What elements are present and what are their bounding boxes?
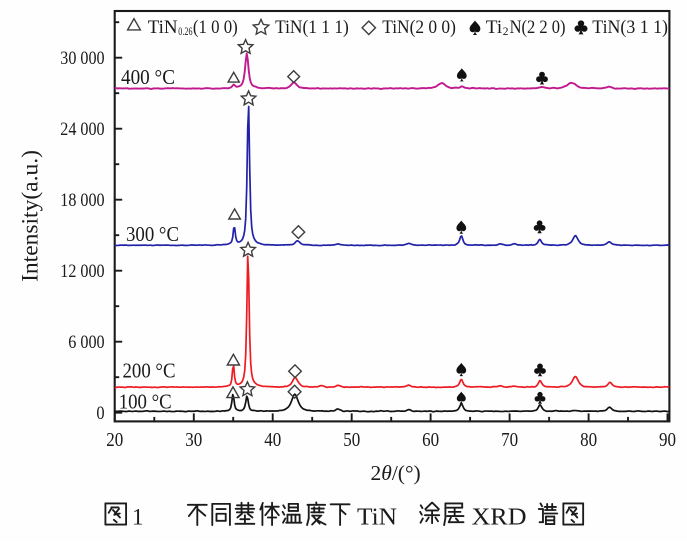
svg-text:Intensity(a.u.): Intensity(a.u.) bbox=[18, 150, 44, 282]
svg-text:300 °C: 300 °C bbox=[126, 222, 179, 246]
svg-text:Ti: Ti bbox=[486, 17, 502, 38]
svg-text:TiN(3 1 1): TiN(3 1 1) bbox=[592, 17, 668, 38]
svg-text:20: 20 bbox=[106, 430, 123, 451]
svg-text:0: 0 bbox=[96, 403, 104, 424]
svg-text:40: 40 bbox=[264, 430, 281, 451]
svg-text:100 °C: 100 °C bbox=[119, 390, 172, 414]
svg-text:2: 2 bbox=[503, 26, 509, 38]
svg-text:TiN: TiN bbox=[148, 17, 178, 38]
svg-text:30 000: 30 000 bbox=[60, 48, 104, 69]
svg-text:80: 80 bbox=[580, 430, 597, 451]
svg-text:60: 60 bbox=[422, 430, 439, 451]
svg-text:0.26: 0.26 bbox=[178, 26, 192, 38]
svg-text:N(2 2 0): N(2 2 0) bbox=[510, 17, 566, 38]
svg-text:TiN(1 1 1): TiN(1 1 1) bbox=[275, 17, 349, 38]
svg-text:TiN(2 0 0): TiN(2 0 0) bbox=[382, 17, 456, 38]
svg-text:90: 90 bbox=[659, 430, 676, 451]
svg-text:TiN: TiN bbox=[357, 505, 397, 531]
svg-text:24 000: 24 000 bbox=[60, 119, 104, 140]
svg-text:50: 50 bbox=[343, 430, 360, 451]
svg-text:XRD: XRD bbox=[472, 505, 527, 531]
svg-text:(1 0 0): (1 0 0) bbox=[193, 17, 238, 38]
svg-text:18 000: 18 000 bbox=[60, 190, 104, 211]
svg-text:2θ/(°): 2θ/(°) bbox=[371, 461, 421, 485]
svg-text:70: 70 bbox=[501, 430, 518, 451]
svg-text:6 000: 6 000 bbox=[68, 332, 104, 353]
svg-text:400 °C: 400 °C bbox=[121, 65, 175, 89]
svg-text:12 000: 12 000 bbox=[60, 261, 104, 282]
svg-text:30: 30 bbox=[185, 430, 202, 451]
svg-text:1: 1 bbox=[132, 505, 144, 530]
svg-text:200 °C: 200 °C bbox=[123, 359, 176, 383]
